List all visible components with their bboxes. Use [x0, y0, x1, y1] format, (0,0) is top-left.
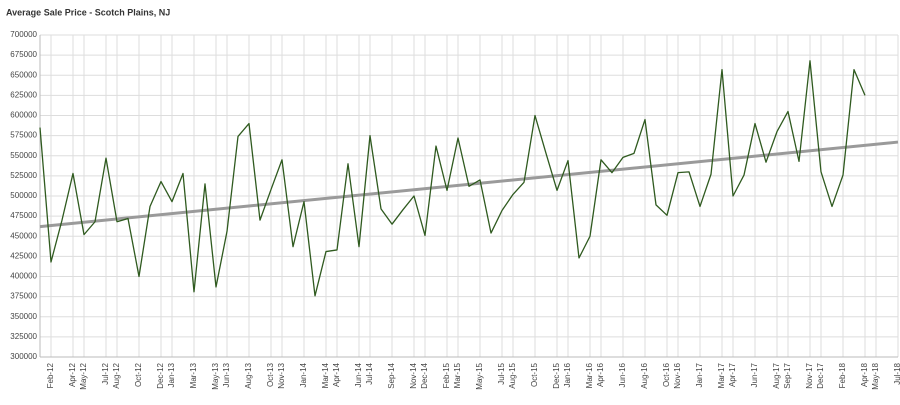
x-tick-label: Jan-16 — [563, 362, 572, 387]
y-tick-label: 625000 — [10, 90, 37, 99]
x-tick-label: May-18 — [871, 362, 880, 389]
y-tick-label: 350000 — [10, 312, 37, 321]
x-tick-label: Oct-16 — [662, 362, 671, 387]
x-tick-label: Apr-14 — [332, 362, 341, 387]
y-tick-label: 575000 — [10, 131, 37, 140]
y-tick-label: 400000 — [10, 272, 37, 281]
x-tick-label: Mar-15 — [453, 362, 462, 388]
x-tick-label: Oct-12 — [134, 362, 143, 387]
x-tick-label: May-15 — [475, 362, 484, 389]
x-tick-label: Apr-17 — [728, 362, 737, 387]
x-tick-label: Jul-15 — [497, 362, 506, 384]
x-tick-label: Mar-14 — [321, 362, 330, 388]
x-tick-label: Aug-17 — [772, 362, 781, 388]
y-tick-label: 700000 — [10, 30, 37, 39]
y-tick-label: 650000 — [10, 70, 37, 79]
x-tick-label: Jun-16 — [618, 362, 627, 387]
x-tick-label: Oct-13 — [266, 362, 275, 387]
x-tick-label: Nov-14 — [409, 362, 418, 388]
x-tick-label: Oct-15 — [530, 362, 539, 387]
x-tick-label: Jun-13 — [222, 362, 231, 387]
x-tick-label: Aug-13 — [244, 362, 253, 388]
y-tick-label: 500000 — [10, 191, 37, 200]
y-tick-label: 525000 — [10, 171, 37, 180]
x-tick-label: Nov-16 — [673, 362, 682, 388]
data-line — [39, 60, 866, 297]
y-tick-label: 475000 — [10, 211, 37, 220]
x-tick-label: Apr-12 — [68, 362, 77, 387]
x-tick-label: Jun-14 — [354, 362, 363, 387]
x-tick-label: Feb-12 — [46, 362, 55, 388]
y-tick-label: 425000 — [10, 251, 37, 260]
y-tick-label: 375000 — [10, 292, 37, 301]
x-tick-label: Dec-17 — [816, 362, 825, 388]
chart-title: Average Sale Price - Scotch Plains, NJ — [6, 7, 170, 17]
x-tick-label: May-13 — [211, 362, 220, 389]
x-tick-label: Mar-17 — [717, 362, 726, 388]
x-tick-label: Mar-16 — [585, 362, 594, 388]
x-tick-label: May-12 — [79, 362, 88, 389]
x-tick-label: Aug-12 — [112, 362, 121, 388]
y-tick-label: 600000 — [10, 111, 37, 120]
x-tick-label: Jul-14 — [365, 362, 374, 384]
x-tick-label: Apr-16 — [596, 362, 605, 387]
x-tick-label: Sep-14 — [387, 362, 396, 388]
y-tick-label: 675000 — [10, 50, 37, 59]
x-tick-label: Nov-17 — [805, 362, 814, 388]
x-tick-label: Jul-12 — [101, 362, 110, 384]
x-tick-label: Sep-17 — [783, 362, 792, 388]
y-tick-label: 550000 — [10, 151, 37, 160]
x-tick-label: Dec-15 — [552, 362, 561, 388]
x-tick-label: Jan-13 — [167, 362, 176, 387]
y-tick-label: 450000 — [10, 231, 37, 240]
x-tick-label: Feb-15 — [442, 362, 451, 388]
y-tick-label: 325000 — [10, 332, 37, 341]
x-tick-label: Apr-18 — [860, 362, 869, 387]
y-tick-label: 300000 — [10, 352, 37, 361]
x-tick-label: Aug-15 — [508, 362, 517, 388]
x-tick-label: Nov-13 — [277, 362, 286, 388]
x-tick-label: Jun-17 — [750, 362, 759, 387]
x-tick-label: Dec-12 — [156, 362, 165, 388]
x-tick-label: Aug-16 — [640, 362, 649, 388]
x-tick-label: Dec-14 — [420, 362, 429, 388]
x-tick-label: Feb-18 — [838, 362, 847, 388]
x-tick-label: Jan-17 — [695, 362, 704, 387]
x-tick-label: Jan-14 — [299, 362, 308, 387]
x-tick-label: Mar-13 — [189, 362, 198, 388]
x-tick-label: Jul-18 — [893, 362, 900, 384]
